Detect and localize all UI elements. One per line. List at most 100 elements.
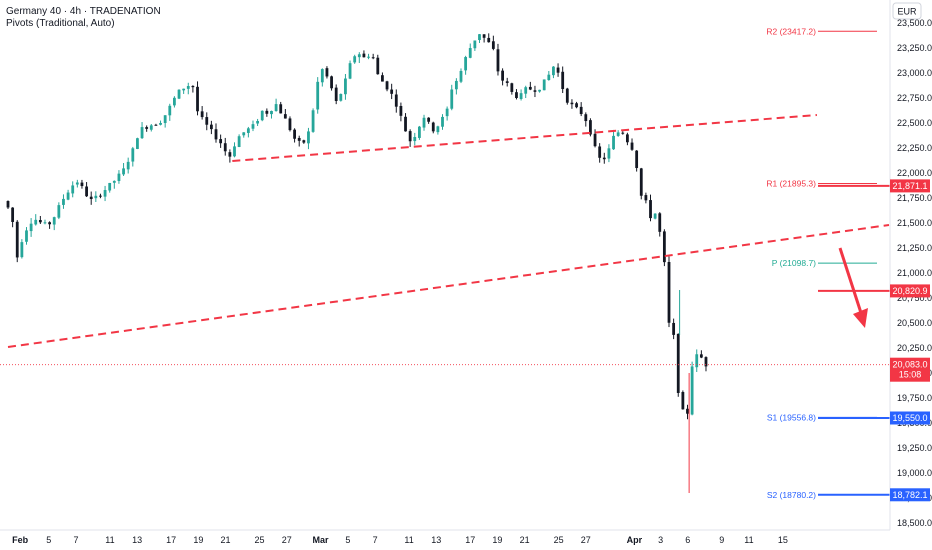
candle (690, 361, 694, 416)
candle-body (473, 40, 477, 49)
x-tick-label: 21 (221, 535, 231, 545)
candle-body (136, 138, 139, 149)
candle (519, 89, 523, 101)
candle-body (6, 201, 10, 208)
currency-label: EUR (897, 7, 917, 17)
candle (431, 121, 435, 134)
candle-body (205, 117, 209, 125)
candle-body (602, 157, 606, 160)
x-tick-label: 21 (520, 535, 530, 545)
y-tick-label: 20,500.0 (897, 318, 932, 328)
candle-body (307, 131, 310, 144)
candle-body (34, 219, 38, 225)
y-tick-label: 22,250.0 (897, 143, 932, 153)
candle (394, 89, 398, 113)
candle-body (242, 132, 246, 136)
candle-body (626, 134, 629, 143)
candle-body (348, 63, 352, 79)
y-tick-label: 20,250.0 (897, 343, 932, 353)
candle-body (182, 88, 186, 91)
candle (454, 78, 458, 95)
candle-body (690, 366, 694, 415)
candle-body (57, 205, 61, 218)
candle-body (579, 106, 583, 115)
candle-body (464, 57, 468, 71)
candle-body (339, 93, 343, 101)
candle (658, 212, 662, 237)
candle (325, 66, 329, 79)
candle (242, 132, 246, 138)
x-tick-label: 5 (46, 535, 51, 545)
bearish-arrow-shaft[interactable] (838, 247, 864, 317)
candle-body (43, 222, 47, 224)
candle (140, 122, 144, 139)
candle-body (149, 125, 153, 130)
candle (108, 182, 112, 193)
candle (29, 218, 33, 237)
candle (334, 84, 338, 105)
candle (66, 189, 70, 201)
candle (417, 125, 421, 140)
candle-body (228, 152, 232, 157)
upper-trendline[interactable] (232, 114, 817, 162)
candle (524, 85, 528, 99)
y-tick-label: 22,000.0 (897, 168, 932, 178)
x-tick-label: 27 (581, 535, 591, 545)
candle-body (436, 126, 440, 133)
candle (339, 93, 343, 102)
candle (427, 117, 431, 124)
candle (219, 134, 223, 148)
candle (445, 106, 449, 121)
candle (89, 191, 93, 205)
candle (616, 130, 620, 137)
candle-body (140, 127, 144, 139)
candle (149, 123, 153, 132)
x-axis[interactable]: Feb 5 7 11 13 17 19 21 25 27 Mar 5 7 11 13 17 19 21 25 27 Ap… (12, 535, 788, 545)
candle-body (20, 242, 24, 258)
candle-body (505, 81, 509, 83)
candle-body (80, 182, 84, 187)
candle-body (501, 70, 504, 81)
candle (297, 135, 301, 147)
candle-body (325, 68, 329, 77)
x-tick-label: Mar (313, 535, 330, 545)
y-axis[interactable]: 18,500.018,750.019,000.019,250.019,500.0… (897, 18, 932, 528)
candle (357, 52, 361, 64)
candle-body (404, 116, 407, 132)
candle (293, 128, 296, 143)
candle-body (413, 136, 417, 142)
candle-body (25, 230, 28, 242)
currency-button[interactable]: EUR (892, 2, 922, 20)
candle-body (459, 70, 463, 82)
candle (695, 349, 699, 373)
candle (38, 215, 42, 224)
candle (570, 99, 574, 109)
candle (468, 43, 472, 59)
lower-trendline[interactable] (7, 224, 890, 348)
candle (413, 132, 417, 146)
candle-body (214, 129, 218, 140)
candle (510, 82, 514, 95)
candle-body (367, 56, 370, 58)
candle-body (612, 135, 615, 150)
y-tick-label: 18,500.0 (897, 518, 932, 528)
level-badge-label: 19,550.0 (892, 413, 927, 423)
candle-body (390, 89, 394, 94)
candle-body (344, 78, 347, 95)
candle-body (672, 322, 676, 335)
candle-body (260, 110, 264, 121)
candle (699, 350, 703, 359)
candle (686, 404, 689, 420)
candle (473, 40, 477, 51)
candle (15, 220, 19, 263)
x-tick-label: 7 (73, 535, 78, 545)
x-tick-label: 7 (373, 535, 378, 545)
x-tick-label: 6 (685, 535, 690, 545)
candle (163, 115, 167, 128)
candle-body (441, 116, 444, 127)
candle-body (168, 105, 172, 116)
x-tick-label: 11 (744, 535, 753, 545)
pivot-label-s2: S2 (18780.2) (767, 490, 816, 500)
candle (283, 109, 287, 119)
